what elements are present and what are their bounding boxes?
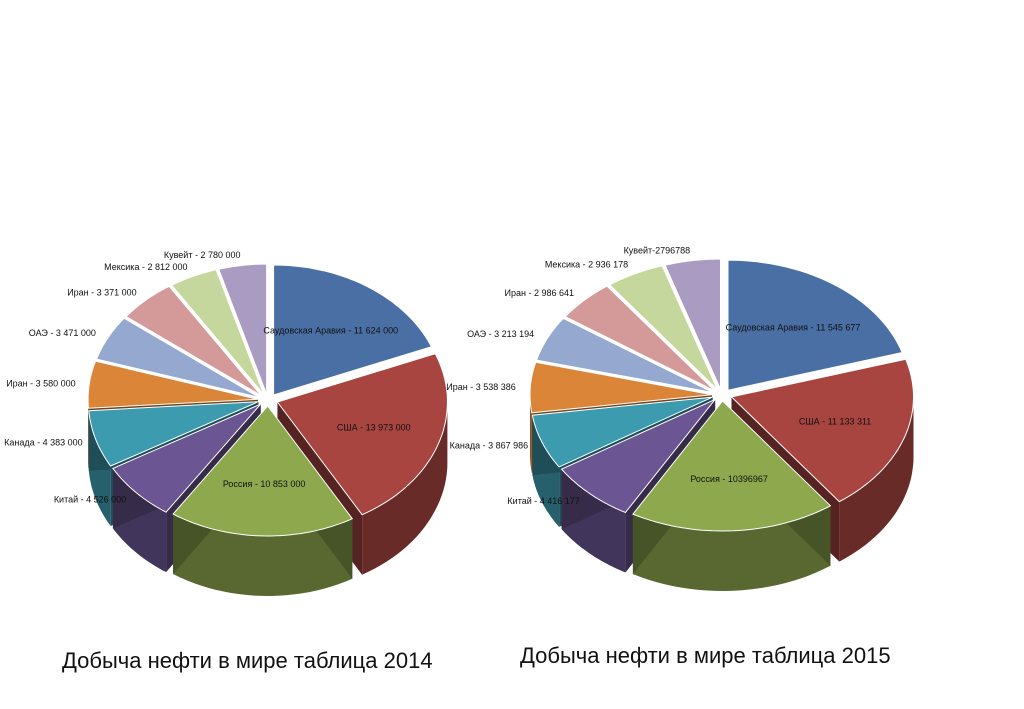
pie-label-0-0: Саудовская Аравия - 11 624 000 [263, 325, 398, 335]
pie-slice-1-3 [560, 398, 716, 514]
pie-tops [87, 263, 448, 537]
pie-label-1-7: Иран - 2 986 641 [505, 288, 575, 298]
pie-label-1-1: США - 11 133 311 [799, 417, 871, 427]
pie-label-0-4: Канада - 4 383 000 [4, 437, 83, 447]
pie-slice-0-5 [87, 360, 259, 409]
pie-slice-0-1 [276, 353, 448, 516]
pie-label-1-4: Канада - 3 867 986 [450, 441, 529, 451]
pie-slice-1-8 [608, 265, 718, 391]
pie-slice-1-2 [632, 400, 832, 532]
pie-slice-0-4 [88, 401, 259, 467]
pie-slice-1-6 [535, 317, 714, 393]
pie-side-1-1 [839, 396, 914, 562]
pie-label-1-0: Саудовская Аравия - 11 545 677 [726, 323, 861, 333]
pie-labels: Саудовская Аравия - 11 545 677 США - 11 1… [446, 245, 871, 506]
pie-chart-2014: Саудовская Аравия - 11 624 000 США - 13 9… [4, 250, 448, 596]
pie-slice-0-2 [172, 405, 354, 537]
pie-label-1-8: Мексика - 2 936 178 [545, 260, 628, 270]
pie-slice-0-6 [95, 317, 260, 398]
chart-title-2014: Добыча нефти в мире таблица 2014 [62, 648, 433, 673]
pie-slice-0-7 [125, 285, 262, 397]
pie-slice-0-0 [273, 264, 433, 396]
pie-slice-1-5 [529, 361, 713, 414]
pie-slice-0-3 [112, 403, 262, 513]
pie-slice-0-8 [171, 269, 265, 395]
pie-slice-1-4 [531, 396, 713, 468]
chart-title-2015: Добыча нефти в мире таблица 2015 [520, 643, 891, 668]
pie-side-0-2 [173, 514, 353, 596]
pie-slice-1-1 [730, 358, 914, 503]
pie-chart-2015: Саудовская Аравия - 11 545 677 США - 11 1… [446, 245, 914, 591]
pie-label-1-3: Китай - 4 416 177 [507, 496, 579, 506]
pie-label-0-5: Иран - 3 580 000 [6, 378, 76, 388]
pie-slice-1-9 [664, 258, 721, 390]
pie-tops [529, 258, 914, 532]
pie-label-0-9: Кувейт - 2 780 000 [164, 250, 241, 260]
pie-label-0-1: США - 13 973 000 [337, 423, 411, 433]
pie-label-0-3: Китай - 4 526 000 [54, 495, 126, 505]
pie-label-0-8: Мексика - 2 812 000 [104, 262, 187, 272]
pie-label-1-2: Россия - 10396967 [690, 474, 768, 484]
pie-side-1-2 [632, 505, 831, 591]
pie-slice-1-0 [727, 259, 903, 391]
pie-label-1-6: ОАЭ - 3 213 194 [467, 329, 534, 339]
pie-slice-0-9 [218, 263, 268, 395]
pie-side-1-5 [530, 394, 532, 473]
pie-label-0-7: Иран - 3 371 000 [67, 287, 137, 297]
pie-labels: Саудовская Аравия - 11 624 000 США - 13 9… [4, 250, 411, 505]
pie-slice-1-7 [564, 285, 716, 392]
pie-label-1-5: Иран - 3 538 386 [446, 382, 516, 392]
pie-label-1-9: Кувейт-2796788 [624, 245, 691, 255]
pie-label-0-6: ОАЭ - 3 471 000 [29, 328, 96, 338]
pie-label-0-2: Россия - 10 853 000 [223, 479, 306, 489]
